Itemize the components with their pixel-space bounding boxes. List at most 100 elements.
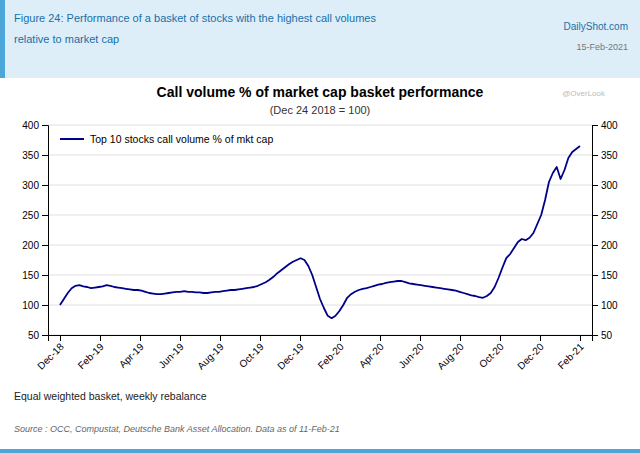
x-tick: Feb-19 [76,335,106,371]
figure-label: relative to market cap [14,33,119,45]
y2-tick-mark [592,245,598,246]
x-tick-mark [380,335,381,341]
watermark: @OverLook [562,89,606,98]
x-tick-label: Feb-21 [556,341,586,371]
y2-axis: 50 100 150 200 250 300 350 400 [592,120,618,341]
x-tick-label: Oct-20 [477,341,506,370]
y-tick: 100 [22,300,48,311]
x-tick-mark [140,335,141,341]
y2-tick-label: 300 [601,180,618,191]
x-tick-label: Jun-19 [156,341,186,371]
y-tick-label: 150 [22,270,39,281]
grid [48,125,592,335]
x-tick-mark [540,335,541,341]
y2-tick: 100 [592,300,618,311]
marks [60,146,580,318]
y2-tick: 350 [592,150,618,161]
x-tick: Feb-20 [316,335,346,371]
x-tick: Aug-20 [435,335,466,372]
plot: Dec-18 Feb-19 Apr-19 Jun-19 Aug-19 Oct-19 Dec-… [22,120,618,372]
date-label: 15-Feb-2021 [576,42,628,52]
x-tick: Jun-19 [156,335,186,370]
grid-line [48,245,592,246]
x-tick-mark [500,335,501,341]
x-tick: Jun-20 [396,335,426,370]
y-tick-mark [42,245,48,246]
y2-tick: 300 [592,180,618,191]
title: Call volume % of market cap basket perfo… [157,84,484,100]
y-tick-mark [42,215,48,216]
x-tick: Oct-20 [477,335,506,370]
chart: Figure 24: Performance of a basket of st… [0,0,640,453]
x-tick: Dec-20 [515,335,546,372]
x-tick-mark [260,335,261,341]
source-note: Source : OCC, Compustat, Deutsche Bank A… [14,424,340,434]
x-tick-label: Aug-19 [195,341,226,372]
y2-tick-mark [592,305,598,306]
legend-swatch [60,138,84,140]
y2-tick-label: 150 [601,270,618,281]
y-tick: 50 [28,330,48,341]
x-tick-mark [180,335,181,341]
y-tick-mark [42,275,48,276]
y-tick-label: 300 [22,180,39,191]
y2-tick-mark [592,335,598,336]
x-tick-label: Dec-20 [515,341,546,372]
y-tick-mark [42,305,48,306]
x-tick-label: Feb-20 [316,341,346,371]
x-tick-label: Apr-19 [117,341,146,370]
source-brand: DailyShot.com [564,21,628,32]
x-tick-mark [420,335,421,341]
grid-line [48,215,592,216]
x-tick-label: Dec-18 [35,341,66,372]
x-tick-label: Apr-20 [357,341,386,370]
line [60,146,580,318]
y2-tick-mark [592,155,598,156]
y2-tick-mark [592,275,598,276]
x-tick-mark [340,335,341,341]
y-tick-label: 200 [22,240,39,251]
y2-axis-line [593,126,599,336]
y-tick-label: 250 [22,210,39,221]
y2-tick: 200 [592,240,618,251]
grid-line [48,155,592,156]
y2-tick-mark [592,185,598,186]
x-tick: Apr-19 [117,335,146,370]
y-tick-label: 350 [22,150,39,161]
y2-tick-label: 400 [601,120,618,131]
y2-tick-label: 200 [601,240,618,251]
x-tick: Feb-21 [556,335,586,371]
y-tick-mark [42,185,48,186]
x-tick: Apr-20 [357,335,386,370]
x-tick-mark [460,335,461,341]
y2-tick: 50 [592,330,613,341]
y2-tick: 400 [592,120,618,131]
subtitle: (Dec 24 2018 = 100) [270,104,371,116]
x-tick-mark [580,335,581,341]
x-tick: Aug-19 [195,335,226,372]
y2-tick-label: 250 [601,210,618,221]
header-border [0,0,5,78]
y-tick-mark [42,155,48,156]
x-tick: Dec-18 [35,335,66,372]
y2-tick-label: 50 [601,330,613,341]
y2-tick-mark [592,215,598,216]
grid-line [48,275,592,276]
legend-label: Top 10 stocks call volume % of mkt cap [90,133,273,145]
y-tick: 400 [22,120,48,131]
y-tick-mark [42,125,48,126]
y-axis: 50 100 150 200 250 300 350 400 [22,120,48,341]
x-tick: Oct-19 [237,335,266,370]
x-tick-label: Oct-19 [237,341,266,370]
note: Equal weighted basket, weekly rebalance [14,390,207,402]
y2-tick: 150 [592,270,618,281]
x-tick-label: Dec-19 [275,341,306,372]
y-tick: 350 [22,150,48,161]
grid-line [48,305,592,306]
x-tick: Dec-19 [275,335,306,372]
y-tick: 300 [22,180,48,191]
x-tick-mark [220,335,221,341]
x-tick-label: Jun-20 [396,341,426,371]
x-axis: Dec-18 Feb-19 Apr-19 Jun-19 Aug-19 Oct-19 Dec-… [35,335,592,372]
y-tick-label: 100 [22,300,39,311]
